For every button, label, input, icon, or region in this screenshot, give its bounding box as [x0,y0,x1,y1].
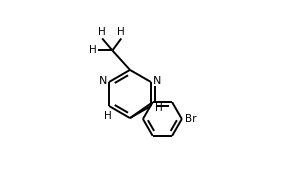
Text: H: H [104,111,112,121]
Text: H: H [98,27,106,37]
Text: N: N [99,76,107,86]
Text: H: H [89,45,97,55]
Text: H: H [117,27,125,37]
Text: N: N [153,76,161,86]
Text: Br: Br [185,114,196,124]
Text: H: H [155,102,163,113]
